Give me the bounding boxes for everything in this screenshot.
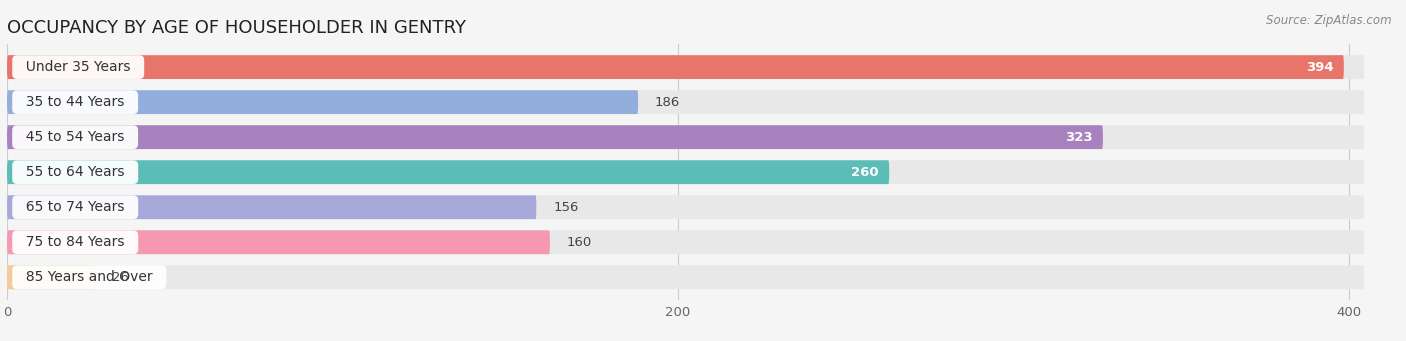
FancyBboxPatch shape: [7, 231, 1364, 254]
FancyBboxPatch shape: [7, 265, 1364, 289]
Text: 35 to 44 Years: 35 to 44 Years: [17, 95, 134, 109]
FancyBboxPatch shape: [7, 195, 1364, 219]
Text: 26: 26: [112, 271, 129, 284]
FancyBboxPatch shape: [7, 125, 1102, 149]
Text: 75 to 84 Years: 75 to 84 Years: [17, 235, 134, 249]
Text: Source: ZipAtlas.com: Source: ZipAtlas.com: [1267, 14, 1392, 27]
FancyBboxPatch shape: [7, 265, 96, 289]
FancyBboxPatch shape: [7, 231, 550, 254]
Text: 186: 186: [655, 95, 681, 109]
FancyBboxPatch shape: [7, 160, 889, 184]
Text: 394: 394: [1306, 61, 1334, 74]
FancyBboxPatch shape: [7, 90, 638, 114]
Text: 85 Years and Over: 85 Years and Over: [17, 270, 162, 284]
FancyBboxPatch shape: [7, 160, 1364, 184]
Text: 260: 260: [852, 166, 879, 179]
FancyBboxPatch shape: [7, 90, 1364, 114]
FancyBboxPatch shape: [7, 125, 1364, 149]
Text: Under 35 Years: Under 35 Years: [17, 60, 139, 74]
Text: 65 to 74 Years: 65 to 74 Years: [17, 200, 134, 214]
FancyBboxPatch shape: [7, 55, 1364, 79]
FancyBboxPatch shape: [7, 195, 536, 219]
Text: 55 to 64 Years: 55 to 64 Years: [17, 165, 134, 179]
Text: OCCUPANCY BY AGE OF HOUSEHOLDER IN GENTRY: OCCUPANCY BY AGE OF HOUSEHOLDER IN GENTR…: [7, 19, 465, 37]
Text: 156: 156: [553, 201, 578, 214]
Text: 45 to 54 Years: 45 to 54 Years: [17, 130, 134, 144]
FancyBboxPatch shape: [7, 55, 1344, 79]
Text: 323: 323: [1066, 131, 1092, 144]
Text: 160: 160: [567, 236, 592, 249]
